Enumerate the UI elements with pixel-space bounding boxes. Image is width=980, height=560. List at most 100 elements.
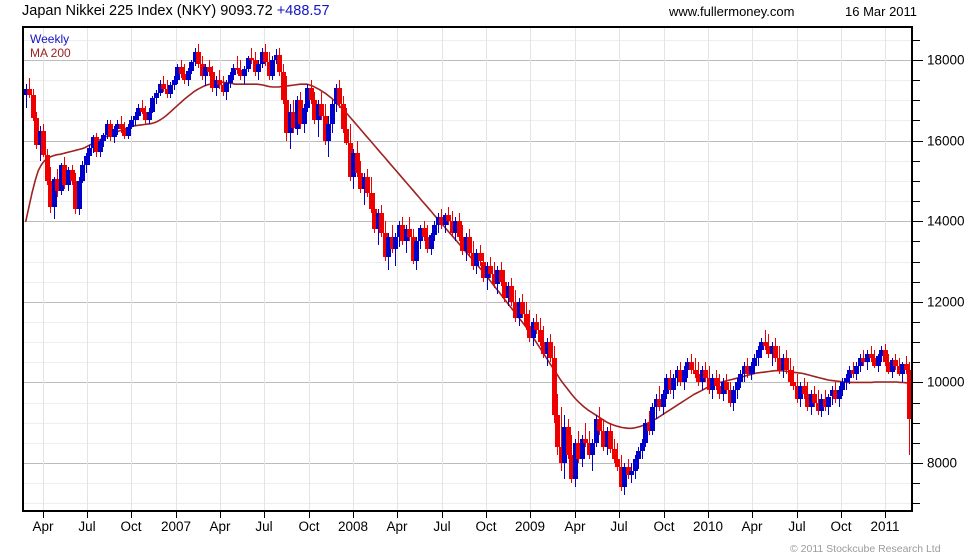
- candle-body: [587, 442, 592, 455]
- candle-body: [73, 180, 78, 210]
- y-axis-tick: [913, 262, 920, 263]
- candle-body: [890, 360, 895, 373]
- gridline-Jul: [264, 28, 265, 510]
- copyright-label: © 2011 Stockcube Research Ltd: [790, 543, 941, 555]
- candle-body: [488, 265, 493, 274]
- candle-body: [714, 378, 719, 387]
- candle-body: [573, 442, 578, 480]
- candle-body: [749, 366, 754, 375]
- candle-body: [80, 164, 85, 181]
- candle-body: [802, 386, 807, 395]
- candle-body: [826, 396, 831, 407]
- candle-body: [865, 354, 870, 363]
- gridline-Apr: [220, 28, 221, 510]
- candle-body: [837, 390, 842, 399]
- candle-body: [143, 112, 148, 121]
- candle-body: [91, 136, 96, 148]
- gridline-8000: [24, 463, 911, 464]
- gridline-17500: [24, 80, 911, 81]
- y-axis-tick: [913, 282, 920, 283]
- candle-body: [312, 100, 317, 121]
- candle-body: [55, 178, 60, 191]
- candle-body: [513, 301, 518, 318]
- y-axis-tick: [913, 443, 920, 444]
- candle-body: [390, 237, 395, 250]
- candle-body: [763, 342, 768, 347]
- x-axis-tick: [664, 512, 665, 518]
- x-axis-tick: [264, 512, 265, 518]
- candle-body: [738, 374, 743, 383]
- legend-item-weekly: Weekly: [30, 32, 70, 46]
- candle-wick: [772, 342, 773, 367]
- candle-body: [823, 398, 828, 407]
- candle-body: [422, 228, 427, 238]
- candle-wick: [863, 350, 864, 367]
- gridline-10500: [24, 362, 911, 363]
- candle-body: [316, 104, 321, 121]
- candle-body: [629, 471, 634, 476]
- candle-body: [795, 386, 800, 399]
- candle-body: [365, 176, 370, 193]
- candle-body: [640, 442, 645, 451]
- y-axis-tick: [913, 322, 920, 323]
- gridline-2008: [353, 28, 354, 510]
- gridline-14500: [24, 201, 911, 202]
- candle-body: [436, 217, 441, 226]
- candle-body: [397, 225, 402, 238]
- gridline-16500: [24, 120, 911, 121]
- candle-body: [657, 398, 662, 407]
- candle-body: [207, 67, 212, 73]
- y-axis-label: 10000: [927, 374, 965, 390]
- candle-wick: [395, 233, 396, 266]
- gridline-Jul: [797, 28, 798, 510]
- x-axis-tick: [752, 512, 753, 518]
- candle-body: [193, 51, 198, 62]
- candle-body: [122, 129, 127, 136]
- candle-wick: [184, 64, 185, 85]
- candle-body: [612, 448, 617, 459]
- website-label: www.fullermoney.com: [669, 4, 795, 19]
- candle-body: [495, 269, 500, 284]
- candle-body: [217, 80, 222, 85]
- candle-body: [38, 130, 43, 145]
- candle-body: [770, 346, 775, 355]
- x-axis-label: Jul: [255, 519, 273, 534]
- candle-body: [678, 370, 683, 383]
- candle-body: [165, 89, 170, 95]
- page-title: Japan Nikkei 225 Index (NKY) 9093.72 +48…: [22, 3, 330, 19]
- candle-body: [393, 237, 398, 250]
- candle-body: [161, 84, 166, 89]
- candle-body: [675, 370, 680, 379]
- x-axis-label: Apr: [564, 519, 586, 534]
- candle-body: [777, 358, 782, 371]
- candle-body: [562, 426, 567, 463]
- y-axis-tick: [913, 161, 920, 162]
- x-axis-tick: [619, 512, 620, 518]
- candle-body: [735, 382, 740, 391]
- candle-wick: [251, 47, 252, 65]
- y-axis-tick: [913, 483, 920, 484]
- candle-wick: [219, 70, 220, 89]
- gridline-2009: [530, 28, 531, 510]
- candle-body: [246, 57, 251, 69]
- x-axis-tick: [575, 512, 576, 518]
- candle-body: [115, 123, 120, 130]
- x-axis-tick: [708, 512, 709, 518]
- candle-body: [291, 112, 296, 129]
- gridline-2010: [708, 28, 709, 510]
- candle-body: [541, 342, 546, 355]
- candle-body: [129, 119, 134, 127]
- y-axis-label: 16000: [927, 133, 965, 149]
- candle-body: [809, 394, 814, 407]
- candle-body: [499, 269, 504, 282]
- candle-body: [509, 285, 514, 302]
- candle-body: [907, 370, 911, 419]
- candle-body: [323, 116, 328, 141]
- x-axis-label: Jul: [788, 519, 806, 534]
- candle-body: [471, 253, 476, 266]
- candle-body: [150, 98, 155, 112]
- candle-wick: [142, 100, 143, 115]
- x-axis-tick: [486, 512, 487, 518]
- gridline-Jul: [87, 28, 88, 510]
- y-axis-tick: [913, 201, 920, 202]
